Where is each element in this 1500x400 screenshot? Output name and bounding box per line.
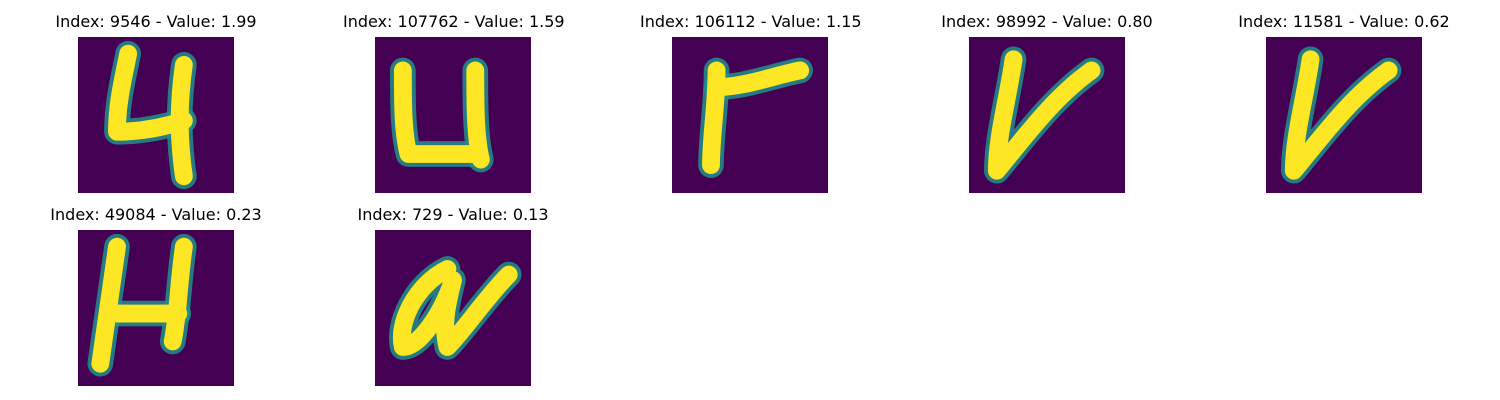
digit-image xyxy=(672,37,828,193)
glyph-stroke xyxy=(392,260,518,356)
digit-image xyxy=(1266,37,1422,193)
panel-title: Index: 729 - Value: 0.13 xyxy=(357,205,549,224)
glyph-stroke xyxy=(1284,50,1398,180)
glyph-stroke xyxy=(163,237,193,351)
panel-3: Index: 106112 - Value: 1.15 xyxy=(640,12,862,194)
glyph-stroke xyxy=(987,50,1101,180)
panel-7: Index: 729 - Value: 0.13 xyxy=(343,205,563,387)
panel-1: Index: 9546 - Value: 1.99 xyxy=(46,12,266,194)
digit-image xyxy=(375,37,531,193)
glyph-stroke xyxy=(707,61,810,97)
panel-title: Index: 107762 - Value: 1.59 xyxy=(343,12,565,31)
panel-5: Index: 11581 - Value: 0.62 xyxy=(1234,12,1454,194)
panel-2: Index: 107762 - Value: 1.59 xyxy=(343,12,565,194)
digit-image xyxy=(969,37,1125,193)
panel-title: Index: 11581 - Value: 0.62 xyxy=(1238,12,1450,31)
glyph-stroke xyxy=(170,55,193,186)
panel-title: Index: 9546 - Value: 1.99 xyxy=(55,12,257,31)
glyph-stroke xyxy=(466,61,490,169)
digit-image xyxy=(78,37,234,193)
panel-6: Index: 49084 - Value: 0.23 xyxy=(46,205,266,387)
glyph-stroke xyxy=(393,61,485,163)
glyph-stroke xyxy=(91,237,126,373)
glyph-stroke xyxy=(108,44,193,141)
panel-title: Index: 106112 - Value: 1.15 xyxy=(640,12,862,31)
digit-image xyxy=(375,230,531,386)
panel-title: Index: 98992 - Value: 0.80 xyxy=(941,12,1153,31)
panel-4: Index: 98992 - Value: 0.80 xyxy=(937,12,1157,194)
panel-title: Index: 49084 - Value: 0.23 xyxy=(50,205,262,224)
digit-image xyxy=(78,230,234,386)
